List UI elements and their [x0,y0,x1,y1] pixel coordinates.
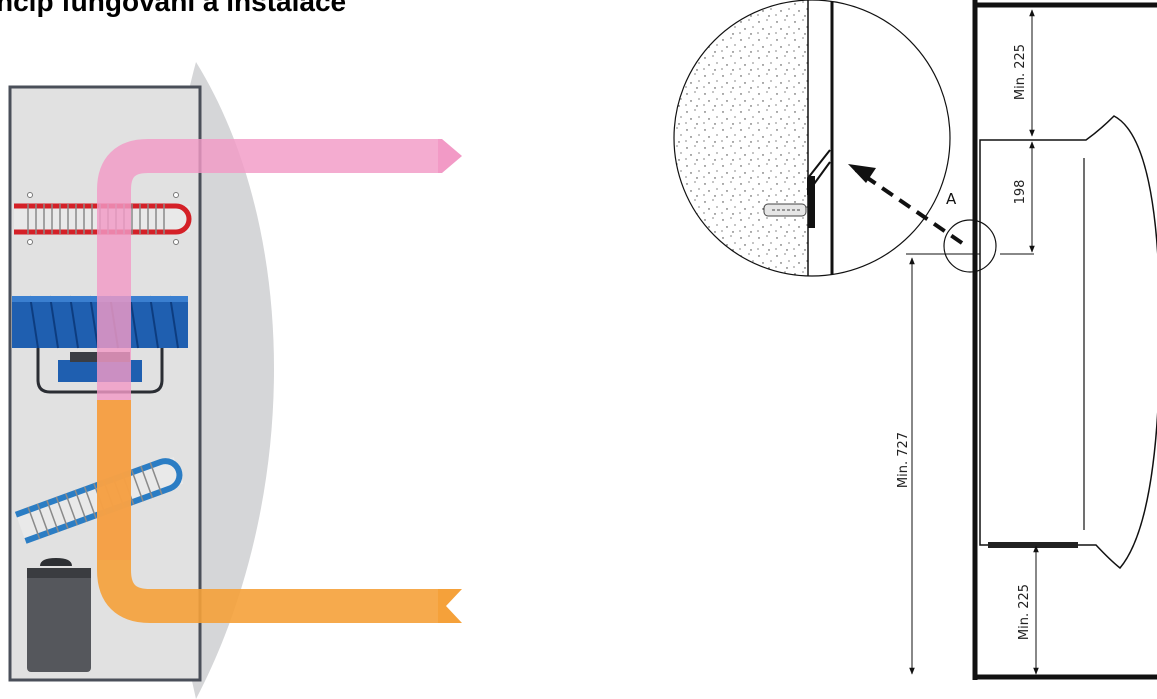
dimension-floor-height: Min. 727 [896,253,980,675]
dimension-bottom-clearance: Min. 225 [1017,545,1039,675]
cold-air-flow [97,400,440,623]
dim-label-offset: 198 [1013,180,1028,205]
dim-label-top: Min. 225 [1013,44,1028,100]
wall-anchor-icon [763,203,807,217]
dimension-unit-offset: 198 [1000,141,1035,255]
airflow-diagram [8,62,462,699]
dimension-top-clearance: Min. 225 [1013,9,1035,137]
detail-marker-circle [943,219,997,273]
detail-magnified-view [673,0,951,277]
detail-arrow [854,168,964,245]
hot-air-flow [97,139,440,560]
unit-feet [988,542,1078,548]
compressor-icon [27,558,91,672]
hot-air-arrow [438,139,462,173]
dim-label-floor: Min. 727 [896,432,911,488]
unit-outline [979,115,1157,570]
dim-label-bottom: Min. 225 [1017,584,1032,640]
detail-label-a: A [946,190,957,208]
cold-air-arrow [438,589,462,623]
page-title: ncip fungování a instalace [0,0,347,17]
